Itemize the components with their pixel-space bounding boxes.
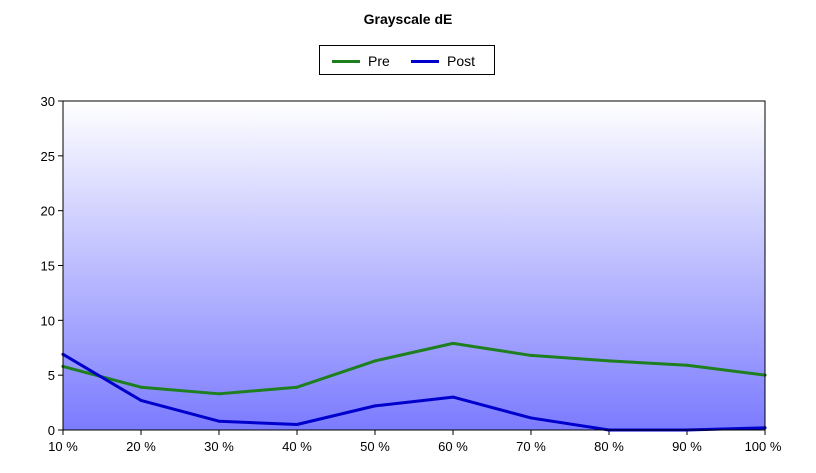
legend-swatch-post [411,59,439,63]
x-tick-label: 50 % [360,439,390,454]
legend-label-post: Post [447,53,476,69]
legend: Pre Post [319,45,495,75]
data-point-pre [139,385,143,389]
legend-swatch-pre [332,59,360,63]
x-tick-label: 10 % [48,439,78,454]
y-tick-label: 5 [48,368,55,383]
x-tick-label: 100 % [745,439,782,454]
legend-item-post: Post [411,52,475,70]
series-line-pre [61,341,767,396]
plot-background [63,101,765,430]
data-point-post [139,398,143,402]
x-tick-label: 80 % [594,439,624,454]
data-point-pre [295,385,299,389]
x-tick-label: 30 % [204,439,234,454]
data-point-pre [685,363,689,367]
x-tick-label: 20 % [126,439,156,454]
data-point-pre [529,353,533,357]
data-point-post [373,404,377,408]
y-tick-label: 30 [41,94,55,109]
x-tick-label: 90 % [672,439,702,454]
data-point-post [217,419,221,423]
plot-frame [62,100,766,431]
y-tick-label: 15 [41,259,55,274]
data-point-pre [451,341,455,345]
y-tick-label: 20 [41,204,55,219]
data-point-pre [373,359,377,363]
x-tick-label: 40 % [282,439,312,454]
legend-item-pre: Pre [332,52,390,70]
data-point-post [529,416,533,420]
y-tick-label: 25 [41,149,55,164]
x-tick-label: 60 % [438,439,468,454]
y-tick-label: 10 [41,313,55,328]
data-point-pre [217,392,221,396]
x-tick-label: 70 % [516,439,546,454]
chart-title: Grayscale dE [363,11,453,27]
data-point-post [451,395,455,399]
legend-label-pre: Pre [368,53,390,69]
y-tick-label: 0 [48,423,55,438]
data-point-pre [607,359,611,363]
data-point-post [295,423,299,427]
